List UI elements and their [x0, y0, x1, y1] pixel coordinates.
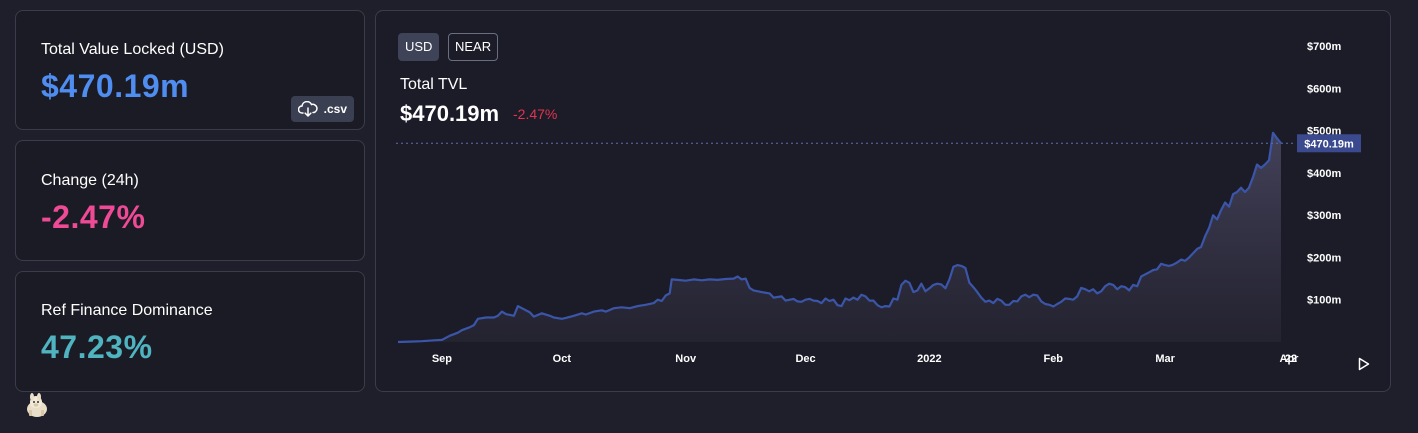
usd-toggle-button[interactable]: USD: [398, 33, 440, 61]
x-tick-label: Dec: [795, 353, 815, 365]
x-tick-label: Mar: [1155, 353, 1175, 365]
play-icon[interactable]: [1358, 357, 1370, 371]
dominance-value: 47.23%: [41, 329, 153, 365]
y-tick-label: $300m: [1307, 210, 1341, 222]
csv-label: .csv: [323, 102, 347, 116]
x-tick-label: Nov: [675, 353, 697, 365]
y-tick-label: $400m: [1307, 168, 1341, 180]
llama-avatar-icon: [27, 393, 47, 417]
current-value-badge: [1297, 134, 1361, 153]
tvl-chart-card: USD NEAR Total TVL $470.19m -2.47% $100m…: [375, 10, 1391, 392]
x-tick-label: 22: [1285, 353, 1297, 365]
chart-change-percent: -2.47%: [513, 106, 558, 122]
x-tick-label: Oct: [553, 353, 572, 365]
y-tick-label: $200m: [1307, 252, 1341, 264]
tvl-label: Total Value Locked (USD): [41, 41, 224, 58]
x-tick-label: Apr: [1280, 353, 1300, 365]
tvl-area-fill: [398, 132, 1281, 342]
current-value-label: $470.19m: [1304, 138, 1354, 150]
x-tick-label: 2022: [917, 353, 941, 365]
change-card: Change (24h) -2.47%: [15, 140, 365, 261]
change-value: -2.47%: [41, 199, 146, 235]
change-label: Change (24h): [41, 172, 139, 189]
x-tick-label: Sep: [432, 353, 452, 365]
y-tick-label: $700m: [1307, 41, 1341, 53]
dominance-card: Ref Finance Dominance 47.23%: [15, 271, 365, 392]
y-tick-label: $100m: [1307, 295, 1341, 307]
x-tick-label: Feb: [1043, 353, 1063, 365]
tvl-value: $470.19m: [41, 68, 190, 104]
tvl-series-line: [397, 131, 1282, 344]
tvl-card: Total Value Locked (USD) $470.19m .csv: [15, 10, 365, 130]
near-toggle-button[interactable]: NEAR: [448, 33, 499, 61]
y-tick-label: $500m: [1307, 126, 1341, 138]
y-tick-label: $600m: [1307, 83, 1341, 95]
download-csv-button[interactable]: .csv: [290, 96, 354, 122]
chart-total-value: $470.19m: [400, 101, 500, 126]
cloud-download-icon: [297, 101, 318, 117]
chart-title: Total TVL: [400, 76, 468, 93]
dominance-label: Ref Finance Dominance: [41, 302, 213, 319]
tvl-area-chart: $100m $200m $300m $400m $500m $600m $700m Sep O…: [396, 41, 1361, 365]
